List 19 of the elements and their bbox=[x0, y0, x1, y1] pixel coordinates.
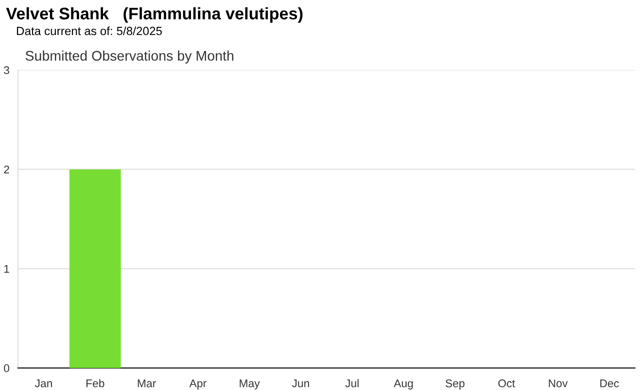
y-tick-label: 2 bbox=[4, 166, 10, 174]
x-tick-label: Jun bbox=[292, 380, 310, 388]
chart-title: Velvet Shank (Flammulina velutipes) bbox=[6, 7, 302, 23]
y-tick-label: 0 bbox=[4, 364, 10, 372]
x-tick-label: May bbox=[240, 380, 260, 390]
text: Submitted Observations by Month bbox=[26, 50, 234, 64]
x-tick-label: Nov bbox=[548, 380, 568, 388]
y-tick-label: 3 bbox=[4, 66, 10, 74]
x-tick-label: Feb bbox=[86, 379, 104, 388]
y-tick-label: 1 bbox=[4, 265, 10, 273]
x-tick-label: Apr bbox=[189, 380, 206, 390]
x-tick-label: Jul bbox=[345, 379, 359, 388]
chart-subtitle: Data current as of: 5/8/2025 bbox=[16, 26, 162, 36]
x-tick-label: Sep bbox=[446, 379, 464, 390]
x-tick-label: Jan bbox=[34, 380, 52, 388]
x-tick-label: Dec bbox=[600, 380, 619, 388]
x-tick-label: Oct bbox=[498, 379, 516, 388]
x-tick-label: Aug bbox=[394, 380, 413, 390]
x-tick-label: Mar bbox=[138, 380, 156, 388]
